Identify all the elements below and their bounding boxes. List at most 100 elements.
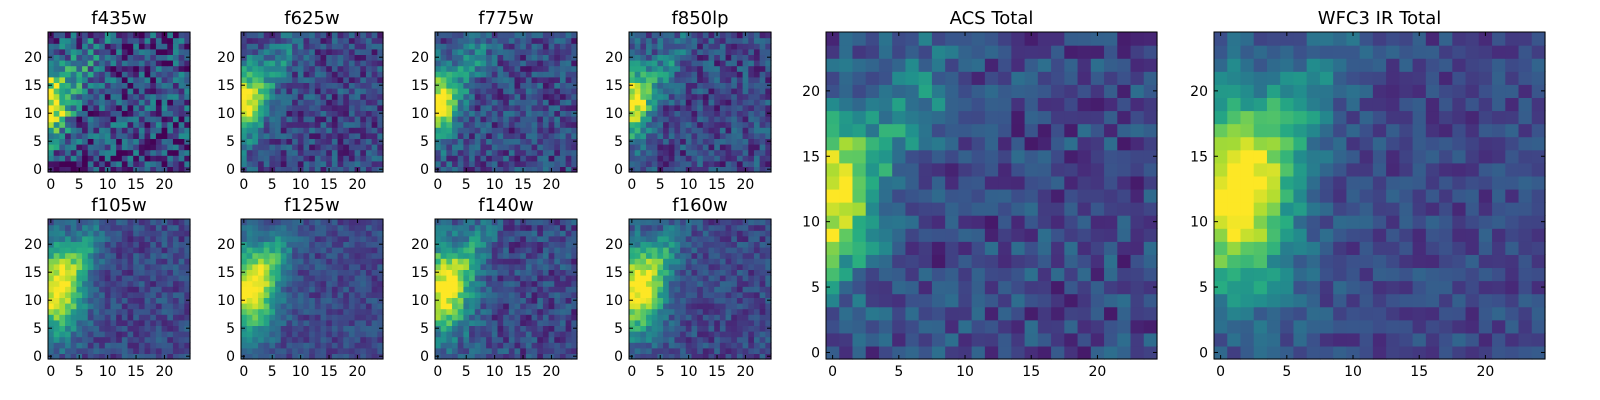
- heatmap-cell: [326, 93, 333, 100]
- heatmap-cell: [525, 166, 533, 173]
- heatmap-cell: [246, 263, 253, 270]
- heatmap-cell: [525, 132, 533, 139]
- heatmap-cell: [172, 121, 180, 128]
- heatmap-cell: [377, 155, 384, 162]
- heatmap-cell: [275, 48, 282, 55]
- heatmap-cell: [161, 149, 168, 156]
- heatmap-cell: [691, 76, 698, 83]
- heatmap-cell: [742, 160, 749, 167]
- heatmap-cell: [714, 99, 721, 106]
- heatmap-cell: [167, 88, 174, 95]
- heatmap-cell: [161, 116, 168, 123]
- heatmap-cell: [446, 110, 453, 117]
- heatmap-cell: [435, 280, 442, 287]
- heatmap-cell: [371, 275, 378, 282]
- heatmap-cell: [87, 138, 95, 145]
- heatmap-cell: [138, 71, 146, 78]
- heatmap-cell: [155, 241, 163, 248]
- heatmap-cell: [70, 116, 77, 123]
- heatmap-cell: [241, 127, 248, 134]
- heatmap-cell: [640, 269, 647, 276]
- heatmap-cell: [668, 353, 676, 360]
- heatmap-cell: [184, 252, 191, 259]
- heatmap-cell: [263, 269, 270, 276]
- heatmap-cell: [719, 132, 727, 139]
- heatmap-cell: [167, 269, 174, 276]
- heatmap-cell: [440, 121, 447, 128]
- heatmap-cell: [99, 303, 106, 310]
- heatmap-cell: [571, 144, 578, 151]
- heatmap-cell: [748, 297, 755, 304]
- heatmap-cell: [343, 291, 350, 298]
- heatmap-cell: [440, 308, 447, 315]
- heatmap-cell: [161, 76, 168, 83]
- heatmap-cell: [252, 99, 259, 106]
- heatmap-cell: [269, 303, 276, 310]
- heatmap-cell: [548, 325, 555, 332]
- heatmap-cell: [508, 121, 516, 128]
- heatmap-cell: [297, 325, 305, 332]
- heatmap-cell: [753, 71, 761, 78]
- heatmap-cell: [531, 303, 538, 310]
- heatmap-cell: [127, 353, 134, 360]
- heatmap-cell: [663, 93, 670, 100]
- heatmap-cell: [150, 127, 157, 134]
- heatmap-cell: [127, 269, 134, 276]
- x-tick-label: 5: [656, 177, 665, 193]
- heatmap-cell: [297, 43, 305, 50]
- heatmap-cell: [172, 32, 180, 39]
- heatmap-cell: [127, 43, 134, 50]
- heatmap-cell: [365, 110, 373, 117]
- heatmap-cell: [440, 110, 447, 117]
- heatmap-cell: [48, 48, 55, 55]
- heatmap-cell: [99, 325, 106, 332]
- heatmap-cell: [463, 43, 470, 50]
- heatmap-cell: [314, 275, 322, 282]
- heatmap-cell: [680, 65, 687, 72]
- heatmap-cell: [309, 286, 316, 293]
- heatmap-cell: [765, 127, 772, 134]
- heatmap-cell: [331, 166, 339, 173]
- heatmap-cell: [554, 32, 561, 39]
- heatmap-cell: [286, 224, 293, 231]
- heatmap-cell: [537, 138, 544, 145]
- heatmap-cell: [280, 303, 288, 310]
- heatmap-cell: [110, 297, 117, 304]
- heatmap-cell: [70, 54, 77, 61]
- heatmap-cell: [559, 275, 567, 282]
- heatmap-cell: [99, 263, 106, 270]
- heatmap-cell: [520, 110, 527, 117]
- heatmap-cell: [548, 314, 555, 321]
- heatmap-cell: [469, 219, 476, 226]
- heatmap-cell: [571, 65, 578, 72]
- heatmap-cell: [144, 235, 151, 242]
- heatmap-cell: [742, 65, 749, 72]
- heatmap-cell: [246, 132, 253, 139]
- heatmap-cell: [252, 82, 259, 89]
- heatmap-cell: [646, 60, 653, 67]
- heatmap-cell: [93, 132, 100, 139]
- heatmap-cell: [246, 160, 253, 167]
- heatmap-cell: [365, 308, 373, 315]
- heatmap-cell: [82, 297, 89, 304]
- heatmap-cell: [514, 160, 521, 167]
- heatmap-cell: [508, 224, 516, 231]
- heatmap-cell: [714, 319, 721, 326]
- heatmap-cell: [286, 65, 293, 72]
- heatmap-cell: [571, 224, 578, 231]
- heatmap-cell: [280, 347, 288, 354]
- heatmap-cell: [110, 241, 117, 248]
- heatmap-cell: [719, 342, 727, 349]
- heatmap-cell: [59, 37, 66, 44]
- heatmap-cell: [731, 82, 738, 89]
- heatmap-cell: [246, 88, 253, 95]
- heatmap-cell: [53, 347, 60, 354]
- heatmap-cell: [657, 269, 664, 276]
- heatmap-cell: [337, 241, 344, 248]
- heatmap-cell: [331, 241, 339, 248]
- heatmap-cell: [309, 82, 316, 89]
- heatmap-cell: [337, 132, 344, 139]
- heatmap-cell: [508, 104, 516, 111]
- heatmap-cell: [474, 37, 482, 44]
- heatmap-cell: [138, 88, 146, 95]
